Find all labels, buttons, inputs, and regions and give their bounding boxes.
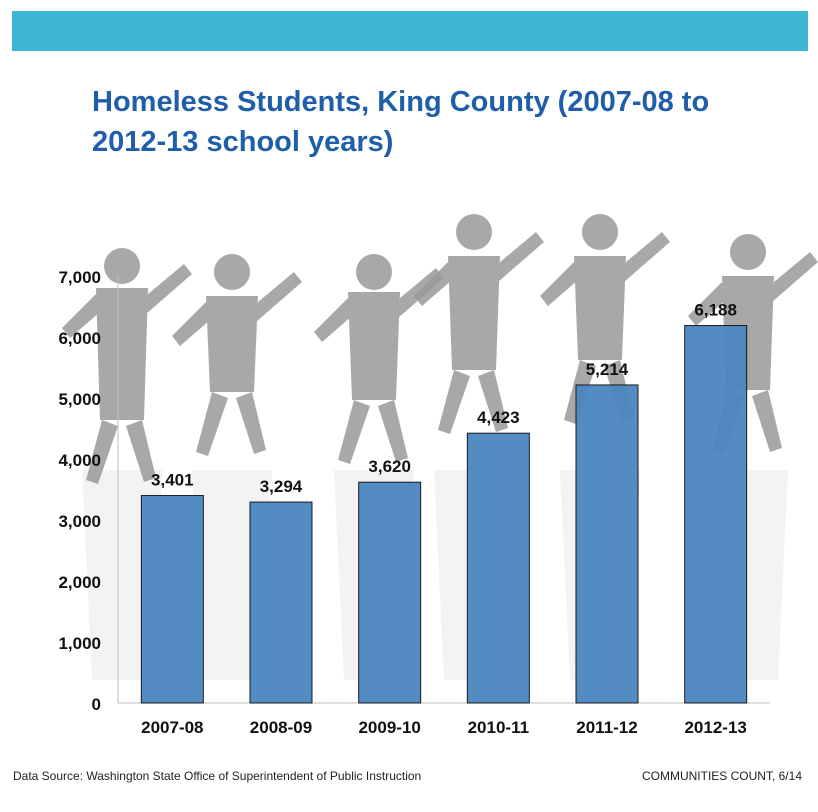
y-tick-label: 5,000 [58, 390, 101, 409]
y-tick-label: 6,000 [58, 329, 101, 348]
child-silhouette-icon [62, 248, 192, 484]
bar-2010-11 [466, 432, 530, 704]
bar-2012-13 [684, 325, 748, 704]
child-silhouette-icon [172, 254, 302, 456]
bar-value-label: 4,423 [477, 408, 520, 427]
y-tick-label: 1,000 [58, 634, 101, 653]
x-tick-label: 2007-08 [141, 718, 203, 737]
x-tick-label: 2010-11 [468, 718, 529, 737]
y-tick-label: 4,000 [58, 451, 101, 470]
bar-value-label: 3,620 [368, 457, 411, 476]
chart-title: Homeless Students, King County (2007-08 … [92, 86, 710, 158]
bar-value-label: 5,214 [586, 360, 629, 379]
x-tick-label: 2012-13 [684, 718, 746, 737]
bar-value-label: 6,188 [694, 301, 737, 320]
chart-axes [117, 276, 770, 704]
bar-value-label: 3,401 [151, 471, 194, 490]
x-tick-label: 2009-10 [358, 718, 420, 737]
y-tick-label: 7,000 [58, 268, 101, 287]
y-tick-label: 0 [92, 695, 101, 714]
bar-2007-08 [140, 495, 204, 704]
top-banner [12, 11, 808, 51]
bar-value-label: 3,294 [260, 477, 303, 496]
x-tick-label: 2008-09 [250, 718, 312, 737]
y-tick-label: 2,000 [58, 573, 101, 592]
child-silhouette-icon [414, 214, 544, 434]
y-tick-label: 3,000 [58, 512, 101, 531]
data-source-note: Data Source: Washington State Office of … [13, 769, 422, 783]
credit-note: COMMUNITIES COUNT, 6/14 [641, 769, 802, 783]
bar-2008-09 [249, 501, 313, 704]
chart-labels: 0 1,000 2,000 3,000 4,000 5,000 6,000 7,000 3,40… [58, 268, 746, 737]
bar-series [140, 325, 748, 704]
bar-2009-10 [358, 481, 422, 704]
bar-2011-12 [575, 384, 639, 704]
x-tick-label: 2011-12 [576, 718, 637, 737]
